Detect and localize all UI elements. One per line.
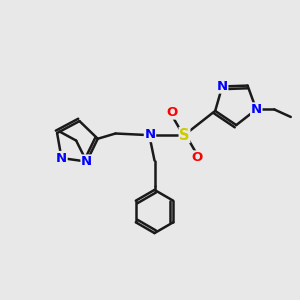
Text: N: N xyxy=(81,155,92,168)
Text: N: N xyxy=(144,128,156,142)
Text: S: S xyxy=(179,128,190,142)
Text: N: N xyxy=(251,103,262,116)
Text: O: O xyxy=(166,106,177,119)
Text: O: O xyxy=(192,151,203,164)
Text: N: N xyxy=(217,80,228,93)
Text: N: N xyxy=(56,152,67,164)
